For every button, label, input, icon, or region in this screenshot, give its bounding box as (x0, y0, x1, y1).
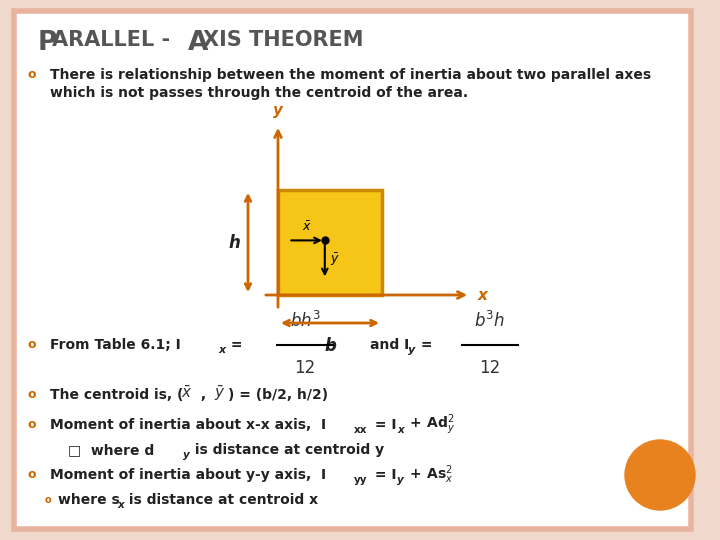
Text: ,: , (196, 388, 216, 402)
Text: $bh^3$: $bh^3$ (289, 311, 320, 331)
Text: The centroid is, (: The centroid is, ( (50, 388, 184, 402)
Text: ) = (b/2, h/2): ) = (b/2, h/2) (228, 388, 328, 402)
Text: x: x (218, 345, 225, 355)
Text: $\bar{y}$: $\bar{y}$ (330, 252, 340, 268)
Text: $b^3h$: $b^3h$ (474, 311, 505, 331)
Text: Moment of inertia about y-y axis,  I: Moment of inertia about y-y axis, I (50, 468, 326, 482)
Text: ARALLEL -: ARALLEL - (52, 30, 170, 50)
Text: o: o (28, 418, 37, 431)
Text: o: o (45, 495, 52, 505)
Text: o: o (28, 388, 37, 402)
Text: + Ad$_y^2$: + Ad$_y^2$ (405, 413, 455, 437)
Text: Moment of inertia about x-x axis,  I: Moment of inertia about x-x axis, I (50, 418, 326, 432)
Text: =: = (226, 338, 243, 352)
Text: which is not passes through the centroid of the area.: which is not passes through the centroid… (50, 86, 468, 100)
Text: + As$_x^2$: + As$_x^2$ (405, 464, 454, 487)
Text: $\bar{x}$: $\bar{x}$ (302, 221, 312, 234)
Text: where s: where s (58, 493, 120, 507)
Text: □  where d: □ where d (68, 443, 154, 457)
Text: $\bar{x}$: $\bar{x}$ (181, 385, 192, 401)
Text: and I: and I (370, 338, 409, 352)
Text: x: x (397, 425, 404, 435)
Circle shape (625, 440, 695, 510)
Text: yy: yy (354, 475, 367, 485)
Text: A: A (188, 30, 208, 56)
Text: y: y (183, 450, 190, 460)
Text: y: y (397, 475, 404, 485)
Text: y: y (408, 345, 415, 355)
Text: is distance at centroid y: is distance at centroid y (190, 443, 384, 457)
Text: 12: 12 (480, 359, 500, 377)
Text: x: x (478, 287, 488, 302)
Text: XIS THEOREM: XIS THEOREM (203, 30, 364, 50)
Text: 12: 12 (294, 359, 315, 377)
Text: o: o (28, 469, 37, 482)
Text: h: h (228, 233, 240, 252)
Text: o: o (28, 68, 37, 81)
Text: P: P (38, 30, 58, 56)
Text: y: y (273, 103, 283, 118)
Text: =: = (416, 338, 433, 352)
Text: x: x (117, 500, 124, 510)
Bar (278, 190, 382, 295)
Text: b: b (324, 337, 336, 355)
Text: = I: = I (370, 468, 397, 482)
Text: $\bar{y}$: $\bar{y}$ (214, 383, 225, 402)
Text: xx: xx (354, 425, 367, 435)
Text: There is relationship between the moment of inertia about two parallel axes: There is relationship between the moment… (50, 68, 651, 82)
Text: = I: = I (370, 418, 397, 432)
Text: From Table 6.1; I: From Table 6.1; I (50, 338, 181, 352)
Text: o: o (28, 339, 37, 352)
Text: is distance at centroid x: is distance at centroid x (124, 493, 318, 507)
